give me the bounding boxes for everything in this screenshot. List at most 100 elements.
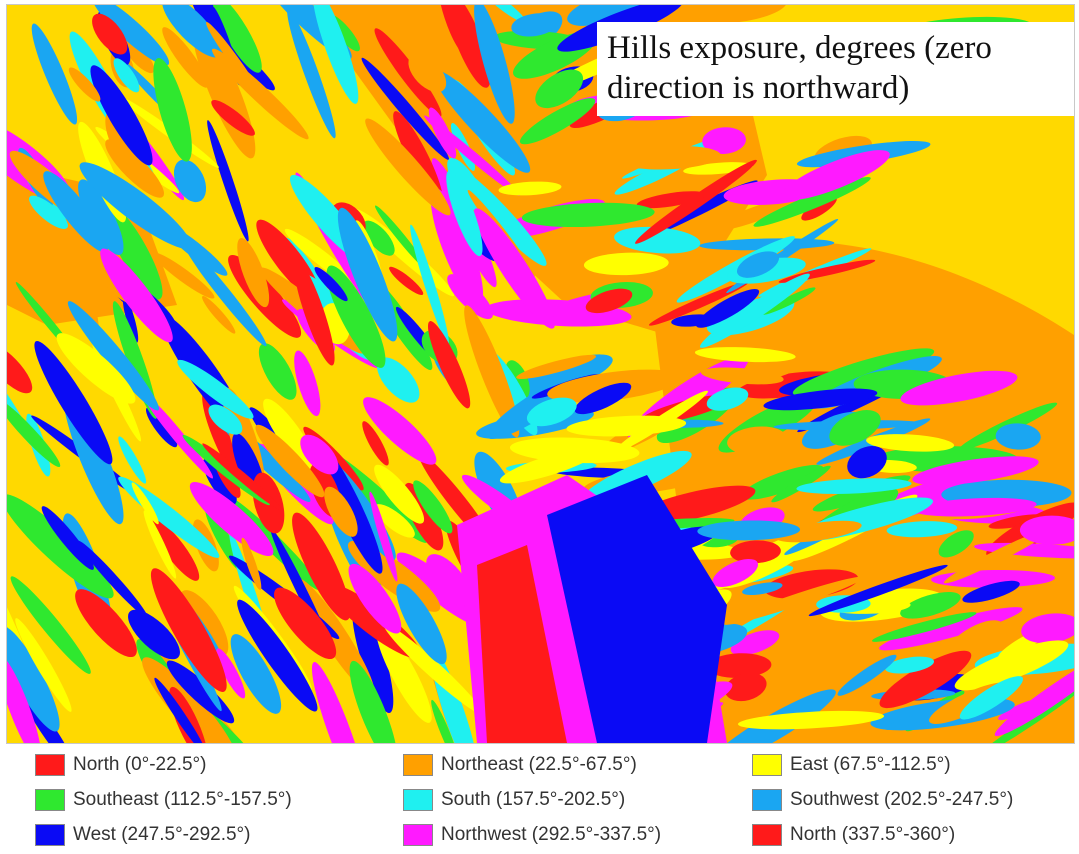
aspect-patch: [383, 623, 483, 714]
aspect-patch: [205, 506, 242, 571]
aspect-patch: [585, 288, 633, 314]
aspect-patch: [43, 171, 109, 253]
aspect-patch: [151, 519, 200, 581]
aspect-patch: [879, 607, 1023, 651]
aspect-patch: [237, 238, 270, 308]
aspect-patch: [871, 612, 977, 642]
aspect-patch: [75, 589, 137, 658]
legend-label: Southeast (112.5°-157.5°): [73, 789, 292, 810]
aspect-patch: [396, 583, 447, 665]
aspect-patch: [34, 340, 113, 465]
aspect-patch: [427, 321, 471, 409]
aspect-patch: [837, 654, 897, 696]
aspect-patch: [775, 520, 862, 543]
aspect-patch: [162, 27, 209, 88]
aspect-patch: [208, 404, 243, 435]
aspect-patch: [954, 640, 1069, 691]
aspect-patch: [753, 177, 871, 227]
legend-swatch: [35, 754, 65, 776]
aspect-patch: [613, 390, 708, 454]
aspect-patch: [1006, 427, 1074, 463]
aspect-patch: [386, 5, 476, 62]
aspect-patch: [56, 333, 136, 404]
legend-swatch: [35, 824, 65, 846]
aspect-patch: [173, 159, 207, 203]
aspect-patch: [430, 188, 484, 306]
aspect-patch: [7, 625, 60, 732]
aspect-patch: [727, 426, 787, 455]
aspect-patch: [362, 421, 389, 466]
legend-item-south: South (157.5°-202.5°): [403, 785, 625, 815]
aspect-patch: [324, 486, 358, 537]
aspect-patch: [141, 391, 213, 479]
legend: North (0°-22.5°) Northeast (22.5°-67.5°)…: [0, 748, 1079, 852]
legend-item-west: West (247.5°-292.5°): [35, 820, 251, 850]
legend-label: East (67.5°-112.5°): [790, 754, 951, 775]
legend-swatch: [403, 824, 433, 846]
aspect-patch: [154, 677, 207, 743]
aspect-patch: [376, 625, 432, 723]
aspect-patch: [763, 388, 878, 411]
aspect-patch: [67, 301, 159, 411]
aspect-patch: [15, 618, 72, 712]
aspect-patch: [535, 69, 584, 109]
aspect-patch: [131, 482, 159, 525]
aspect-patch: [648, 281, 750, 326]
aspect-patch: [348, 563, 402, 634]
aspect-patch: [693, 5, 787, 24]
aspect-patch: [473, 208, 555, 329]
aspect-patch: [7, 654, 42, 743]
aspect-patch: [10, 576, 91, 674]
aspect-patch: [446, 170, 483, 257]
aspect-patch: [369, 491, 398, 582]
aspect-patch: [742, 582, 783, 595]
legend-label: North (337.5°-360°): [790, 824, 956, 845]
aspect-patch: [900, 592, 961, 619]
aspect-patch: [241, 537, 262, 591]
aspect-patch: [724, 672, 767, 702]
legend-label: West (247.5°-292.5°): [73, 824, 251, 845]
aspect-patch: [119, 34, 155, 74]
legend-label: North (0°-22.5°): [73, 754, 207, 775]
aspect-patch: [337, 207, 398, 342]
aspect-patch: [426, 554, 472, 606]
aspect-patch: [258, 343, 297, 400]
aspect-patch: [736, 251, 780, 278]
aspect-patch: [502, 354, 613, 401]
aspect-patch: [100, 248, 173, 343]
legend-label: Northwest (292.5°-337.5°): [441, 824, 662, 845]
aspect-patch: [410, 224, 449, 345]
aspect-patch: [694, 347, 796, 363]
aspect-patch: [526, 397, 577, 427]
legend-item-southeast: Southeast (112.5°-157.5°): [35, 785, 292, 815]
aspect-patch: [885, 656, 935, 674]
aspect-patch: [428, 107, 457, 159]
aspect-patch: [376, 357, 420, 403]
aspect-patch: [699, 273, 810, 348]
legend-label: Northeast (22.5°-67.5°): [441, 754, 637, 775]
aspect-patch: [68, 67, 101, 102]
aspect-patch: [702, 127, 746, 154]
legend-swatch: [403, 789, 433, 811]
aspect-patch: [995, 423, 1041, 450]
aspect-patch: [255, 424, 325, 498]
aspect-patch: [312, 5, 359, 104]
aspect-patch: [374, 28, 442, 117]
aspect-patch: [374, 504, 415, 538]
aspect-patch: [943, 529, 1051, 584]
aspect-patch: [829, 410, 881, 446]
legend-swatch: [752, 824, 782, 846]
aspect-patch: [212, 5, 262, 73]
aspect-patch: [263, 398, 316, 471]
aspect-patch: [183, 243, 267, 347]
aspect-patch: [118, 436, 147, 484]
aspect-patch: [437, 5, 470, 55]
aspect-patch: [498, 181, 562, 196]
legend-item-east: East (67.5°-112.5°): [752, 750, 951, 780]
aspect-patch: [292, 512, 351, 621]
legend-label: Southwest (202.5°-247.5°): [790, 789, 1014, 810]
aspect-patch: [122, 295, 139, 343]
aspect-patch: [761, 287, 816, 315]
aspect-patch: [771, 465, 831, 503]
aspect-patch: [737, 710, 885, 730]
